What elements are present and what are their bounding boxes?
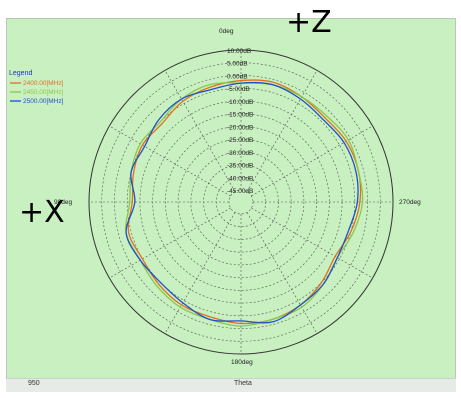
polar-grid	[88, 49, 394, 355]
legend-entry: 2450.00[MHz]	[23, 89, 64, 96]
status-left-value: 950	[28, 380, 40, 387]
grid-spoke	[246, 70, 318, 192]
grid-spoke	[164, 212, 236, 334]
plot-panel: 10.00dB 5.00dB 0.00dB -5.00dB -10.00dB -15.00…	[6, 18, 456, 391]
grid-spoke	[109, 207, 231, 279]
legend-title: Legend	[9, 70, 32, 77]
angle-label: 90deg	[54, 199, 72, 206]
radial-tick-label: -35.00dB	[227, 163, 253, 170]
status-bar: 950 Theta	[6, 378, 456, 392]
grid-ring	[88, 49, 394, 355]
grid-spoke	[251, 125, 373, 197]
status-axis-label: Theta	[234, 380, 252, 387]
data-series	[125, 79, 364, 327]
series-line	[125, 81, 359, 324]
grid-spoke	[109, 125, 231, 197]
radial-tick-label: -40.00dB	[227, 175, 253, 182]
series-line	[127, 79, 362, 325]
grid-ring	[177, 138, 305, 266]
grid-ring	[165, 126, 317, 278]
radial-tick-label: -5.00dB	[227, 86, 250, 93]
angle-labels: 90deg 180deg 270deg	[54, 199, 421, 366]
angle-label: 270deg	[399, 199, 421, 206]
grid-spoke	[164, 70, 236, 192]
radial-tick-label: -10.00dB	[227, 99, 253, 106]
radial-tick-label: -45.00dB	[227, 188, 253, 195]
legend-entry: 2500.00[MHz]	[23, 98, 64, 105]
z-axis-overlay-label: +Z	[286, 5, 332, 40]
grid-ring	[126, 87, 356, 317]
x-axis-overlay-label: +X	[19, 195, 65, 230]
grid-ring	[114, 75, 368, 329]
radial-tick-label: -25.00dB	[227, 137, 253, 144]
grid-ring	[190, 151, 292, 253]
grid-spoke	[251, 207, 373, 279]
legend-entry: 2400.00[MHz]	[23, 80, 64, 87]
series-line	[125, 82, 364, 327]
grid-spoke	[246, 212, 318, 334]
radial-tick-label: -20.00dB	[227, 124, 253, 131]
radial-tick-label: 0.00dB	[227, 73, 248, 80]
grid-ring	[101, 62, 381, 342]
radial-tick-label: 10.00dB	[227, 48, 251, 55]
plot-header: 0deg	[219, 28, 234, 35]
angle-label: 180deg	[231, 359, 253, 366]
legend: Legend 2400.00[MHz] 2450.00[MHz] 2500.00[MH…	[9, 70, 64, 105]
radial-tick-labels: 10.00dB 5.00dB 0.00dB -5.00dB -10.00dB -15.00…	[227, 48, 253, 195]
polar-chart: 10.00dB 5.00dB 0.00dB -5.00dB -10.00dB -15.00…	[9, 28, 421, 366]
radial-tick-label: -30.00dB	[227, 150, 253, 157]
radial-tick-label: -15.00dB	[227, 112, 253, 119]
radial-tick-label: 5.00dB	[227, 61, 248, 68]
